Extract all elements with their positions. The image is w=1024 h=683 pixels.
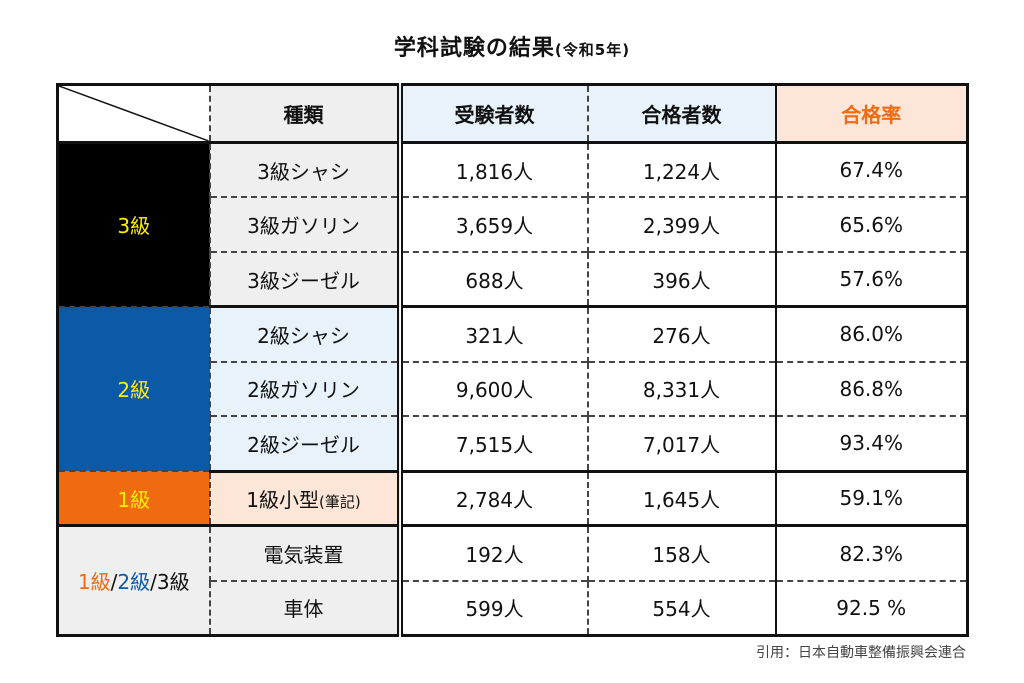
examinees-cell: 599人	[396, 579, 588, 636]
examinees-cell: 9,600人	[396, 360, 588, 417]
title-main: 学科試験の結果	[393, 36, 555, 61]
group-label-grade2: 2級	[57, 305, 210, 472]
type-note: (筆記)	[319, 492, 361, 511]
rate-cell: 67.4%	[774, 141, 968, 198]
table-row: 1級 1級小型(筆記) 2,784人 1,645人 59.1%	[57, 470, 968, 528]
type-cell: 2級シャシ	[208, 305, 400, 362]
type-cell: 車体	[208, 579, 400, 636]
table-row: 1級/2級/3級 電気装置 192人 158人 82.3%	[57, 524, 968, 636]
table-row: 3級ジーゼル 688人 396人 57.6%	[58, 250, 968, 309]
type-cell: 2級ジーゼル	[208, 415, 400, 473]
examinees-cell: 2,784人	[396, 470, 588, 528]
passers-cell: 8,331人	[586, 360, 776, 417]
rate-cell: 92.5 %	[774, 579, 968, 636]
grade3-label: 3級	[156, 570, 190, 595]
passers-cell: 396人	[586, 250, 776, 309]
rate-cell: 82.3%	[774, 524, 968, 581]
source-citation: 引用：日本自動車整備振興会連合	[756, 645, 966, 661]
passers-cell: 554人	[586, 579, 776, 636]
type-label: 1級小型	[246, 487, 319, 512]
examinees-cell: 7,515人	[396, 415, 588, 473]
table-row: 2級ジーゼル 7,515人 7,017人 93.4%	[58, 415, 968, 473]
table-row: 2級ガソリン 9,600人 8,331人 86.8%	[58, 360, 968, 417]
examinees-cell: 321人	[396, 305, 588, 362]
header-examinees: 受験者数	[396, 84, 588, 144]
type-cell: 2級ガソリン	[208, 360, 400, 417]
header-type: 種類	[208, 84, 400, 144]
slash: /	[150, 570, 157, 595]
rate-cell: 57.6%	[774, 250, 968, 309]
type-cell: 3級シャシ	[208, 141, 400, 198]
type-cell: 電気装置	[208, 524, 400, 581]
group-label-all-grades: 1級/2級/3級	[57, 524, 210, 636]
rate-cell: 65.6%	[774, 196, 968, 252]
rate-cell: 86.8%	[774, 360, 968, 417]
results-table: 種類 受験者数 合格者数 合格率 3級 3級シャシ 1,816人 1,224人 …	[56, 83, 969, 637]
rate-cell: 59.1%	[774, 470, 968, 528]
grade2-label: 2級	[117, 570, 151, 595]
table-row: 3級ガソリン 3,659人 2,399人 65.6%	[58, 196, 968, 252]
examinees-cell: 688人	[396, 250, 588, 309]
examinees-cell: 1,816人	[396, 141, 588, 198]
slash: /	[110, 570, 118, 595]
page-title: 学科試験の結果(令和5年)	[0, 30, 1024, 62]
type-cell: 3級ガソリン	[208, 196, 400, 252]
table-row: 2級 2級シャシ 321人 276人 86.0%	[57, 305, 968, 472]
passers-cell: 158人	[586, 524, 776, 581]
examinees-cell: 3,659人	[396, 196, 588, 252]
group-label-grade3: 3級	[57, 141, 210, 307]
passers-cell: 1,645人	[586, 470, 776, 528]
passers-cell: 7,017人	[586, 415, 776, 473]
rate-cell: 93.4%	[774, 415, 968, 473]
diagonal-line	[59, 86, 209, 141]
rate-cell: 86.0%	[774, 305, 968, 362]
type-cell: 1級小型(筆記)	[208, 470, 400, 528]
passers-cell: 2,399人	[586, 196, 776, 252]
grade1-label: 1級	[77, 570, 111, 595]
passers-cell: 1,224人	[586, 141, 776, 198]
examinees-cell: 192人	[396, 524, 588, 581]
type-cell: 3級ジーゼル	[208, 250, 400, 309]
title-sub: (令和5年)	[554, 41, 631, 59]
header-row: 種類 受験者数 合格者数 合格率	[57, 84, 968, 144]
header-passers: 合格者数	[586, 84, 776, 144]
table-row: 3級 3級シャシ 1,816人 1,224人 67.4%	[57, 141, 968, 307]
group-label-grade1: 1級	[57, 470, 210, 528]
passers-cell: 276人	[586, 305, 776, 362]
corner-cell	[57, 84, 210, 144]
header-rate: 合格率	[774, 84, 968, 144]
table-row: 車体 599人 554人 92.5 %	[58, 579, 968, 636]
